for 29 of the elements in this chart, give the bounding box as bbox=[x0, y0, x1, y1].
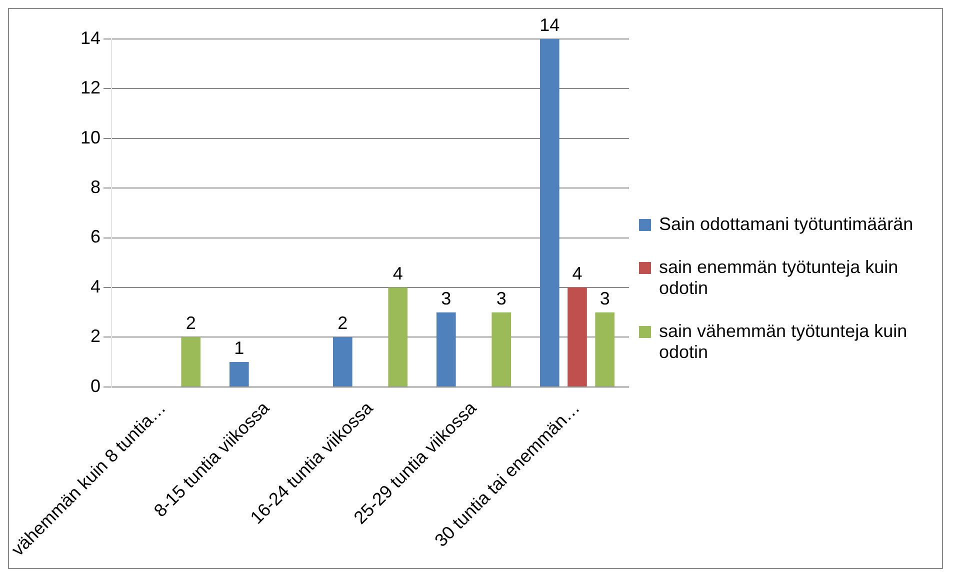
bar bbox=[230, 362, 249, 386]
y-tick-label: 2 bbox=[90, 326, 101, 346]
data-label: 4 bbox=[572, 263, 582, 284]
y-tick-label: 4 bbox=[90, 276, 101, 296]
legend-label: sain vähemmän työtunteja kuin odotin bbox=[659, 321, 908, 363]
y-tick-label: 10 bbox=[80, 127, 101, 148]
data-label: 4 bbox=[392, 263, 403, 284]
data-label: 1 bbox=[234, 338, 244, 358]
bar bbox=[388, 287, 408, 386]
data-label: 2 bbox=[338, 313, 348, 334]
bar bbox=[568, 287, 587, 386]
bar bbox=[436, 312, 456, 386]
y-tick-label: 0 bbox=[90, 376, 101, 396]
data-label: 3 bbox=[441, 288, 452, 308]
data-label: 14 bbox=[540, 14, 560, 35]
y-tick-label: 12 bbox=[80, 78, 101, 98]
bar bbox=[595, 312, 615, 386]
bar bbox=[540, 39, 560, 386]
legend-label: sain enemmän työtunteja kuin odotin bbox=[659, 257, 900, 299]
data-label: 3 bbox=[600, 288, 610, 308]
y-tick-label: 6 bbox=[90, 226, 101, 247]
legend-label: Sain odottamani työtuntimäärän bbox=[659, 214, 914, 235]
y-tick-label: 14 bbox=[80, 28, 101, 48]
bar bbox=[333, 337, 352, 386]
y-tick-label: 8 bbox=[90, 177, 101, 198]
data-label: 2 bbox=[186, 313, 196, 334]
bar bbox=[492, 312, 512, 386]
data-label: 3 bbox=[496, 288, 506, 308]
bar bbox=[181, 337, 201, 386]
